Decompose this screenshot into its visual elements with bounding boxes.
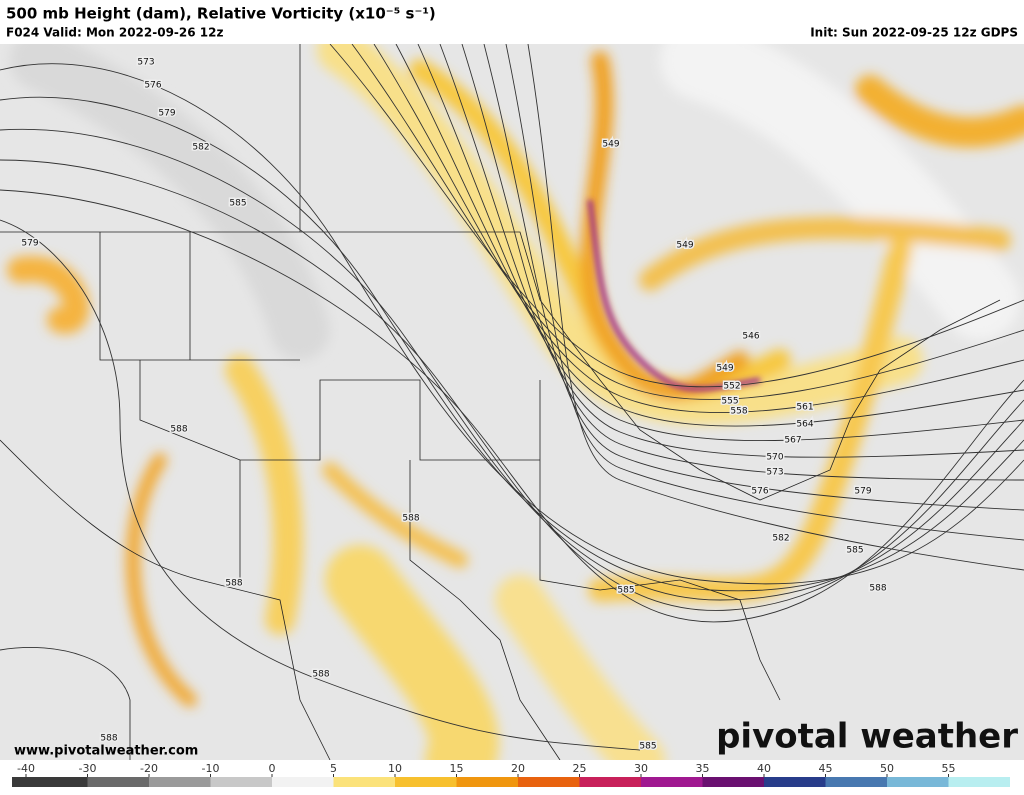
- contour-line: [0, 189, 1024, 623]
- valid-time: F024 Valid: Mon 2022-09-26 12z: [6, 26, 223, 40]
- colorbar-tick-label: 40: [757, 762, 771, 775]
- contour-label: 567: [784, 436, 801, 446]
- contour-label: 579: [21, 239, 38, 249]
- contour-label: 558: [730, 407, 747, 417]
- contour-label: 588: [869, 584, 886, 594]
- colorbar: -40 -30 -20 -10 0 5 10 15 20 25 30 35 40 45 50 55: [12, 762, 1010, 787]
- colorbar-tick-label: 35: [696, 762, 710, 775]
- colorbar-segment: [948, 777, 1010, 787]
- contour-line: [527, 43, 1024, 571]
- colorbar-tick-label: -20: [140, 762, 158, 775]
- url: www.pivotalweather.com: [14, 744, 198, 759]
- colorbar-tick-label: 20: [511, 762, 525, 775]
- contour-label: 555: [721, 397, 738, 407]
- contour-label: 561: [796, 403, 813, 413]
- contour-label: 582: [192, 143, 209, 153]
- brand: pivotal weather: [716, 717, 1018, 757]
- contour-label: 588: [225, 579, 242, 589]
- colorbar-segment: [210, 777, 272, 787]
- contour-label: 573: [137, 58, 154, 68]
- contour-label: 570: [766, 453, 783, 463]
- contour-line: [0, 128, 1024, 601]
- contour-label: 564: [796, 420, 813, 430]
- init-time: Init: Sun 2022-09-25 12z GDPS: [810, 26, 1018, 40]
- contour-label: 588: [312, 670, 329, 680]
- contour-label: 549: [602, 140, 619, 150]
- contour-line: [329, 43, 1024, 388]
- colorbar-segment: [456, 777, 518, 787]
- contour-label: 573: [766, 468, 783, 478]
- header-bg: [0, 0, 1024, 44]
- contour-label: 552: [723, 382, 740, 392]
- contour-label: 576: [144, 81, 161, 91]
- contour-label: 576: [751, 487, 768, 497]
- contour-label: 588: [100, 734, 117, 744]
- colorbar-tick-label: -40: [17, 762, 35, 775]
- contour-label: 579: [854, 487, 871, 497]
- contour-line: [483, 43, 1024, 511]
- colorbar-segment: [579, 777, 641, 787]
- colorbar-segment: [333, 777, 395, 787]
- colorbar-tick-label: 50: [880, 762, 894, 775]
- contour-label: 579: [158, 109, 175, 119]
- contour-label: 588: [402, 514, 419, 524]
- colorbar-segment: [518, 777, 580, 787]
- colorbar-segment: [702, 777, 764, 787]
- contour-line: [0, 219, 641, 751]
- colorbar-tick-label: 55: [942, 762, 956, 775]
- colorbar-tick-label: -10: [202, 762, 220, 775]
- title: 500 mb Height (dam), Relative Vorticity …: [6, 5, 436, 23]
- colorbar-tick-label: 45: [819, 762, 833, 775]
- contour-label: 585: [617, 586, 634, 596]
- contour-line: [0, 159, 1024, 611]
- contour-line: [461, 43, 1024, 481]
- colorbar-tick-label: 30: [634, 762, 648, 775]
- colorbar-segment: [641, 777, 703, 787]
- contour-label: 585: [639, 742, 656, 752]
- colorbar-tick-label: 0: [269, 762, 276, 775]
- colorbar-tick-label: -30: [79, 762, 97, 775]
- vorticity-max: [587, 199, 761, 392]
- contour-line: [439, 43, 1024, 458]
- contour-label: 588: [170, 425, 187, 435]
- contour-line: [395, 43, 1024, 427]
- contour-line: [0, 63, 1024, 585]
- height-contours: [0, 43, 1024, 760]
- colorbar-segment: [764, 777, 826, 787]
- vorticity-field: [7, 20, 1024, 795]
- contour-label: 549: [676, 241, 693, 251]
- contour-line: [373, 43, 1024, 413]
- colorbar-tick-label: 5: [330, 762, 337, 775]
- borders: [0, 44, 1001, 761]
- colorbar-tick-label: 10: [388, 762, 402, 775]
- contour-label: 585: [229, 199, 246, 209]
- contour-label: 546: [742, 332, 759, 342]
- colorbar-tick-label: 25: [573, 762, 587, 775]
- contour-label: 585: [846, 546, 863, 556]
- colorbar-segment: [887, 777, 949, 787]
- contour-line: [417, 43, 1024, 442]
- colorbar-segment: [149, 777, 211, 787]
- contour-label: 549: [716, 364, 733, 374]
- colorbar-segment: [272, 777, 334, 787]
- contour-label: 582: [772, 534, 789, 544]
- contour-line: [0, 647, 131, 760]
- colorbar-segment: [825, 777, 887, 787]
- colorbar-segment: [12, 777, 88, 787]
- colorbar-segment: [87, 777, 149, 787]
- contour-line: [505, 43, 1024, 541]
- colorbar-tick-label: 15: [450, 762, 464, 775]
- colorbar-segment: [395, 777, 457, 787]
- contour-line: [351, 43, 1024, 400]
- contour-line: [0, 96, 1024, 592]
